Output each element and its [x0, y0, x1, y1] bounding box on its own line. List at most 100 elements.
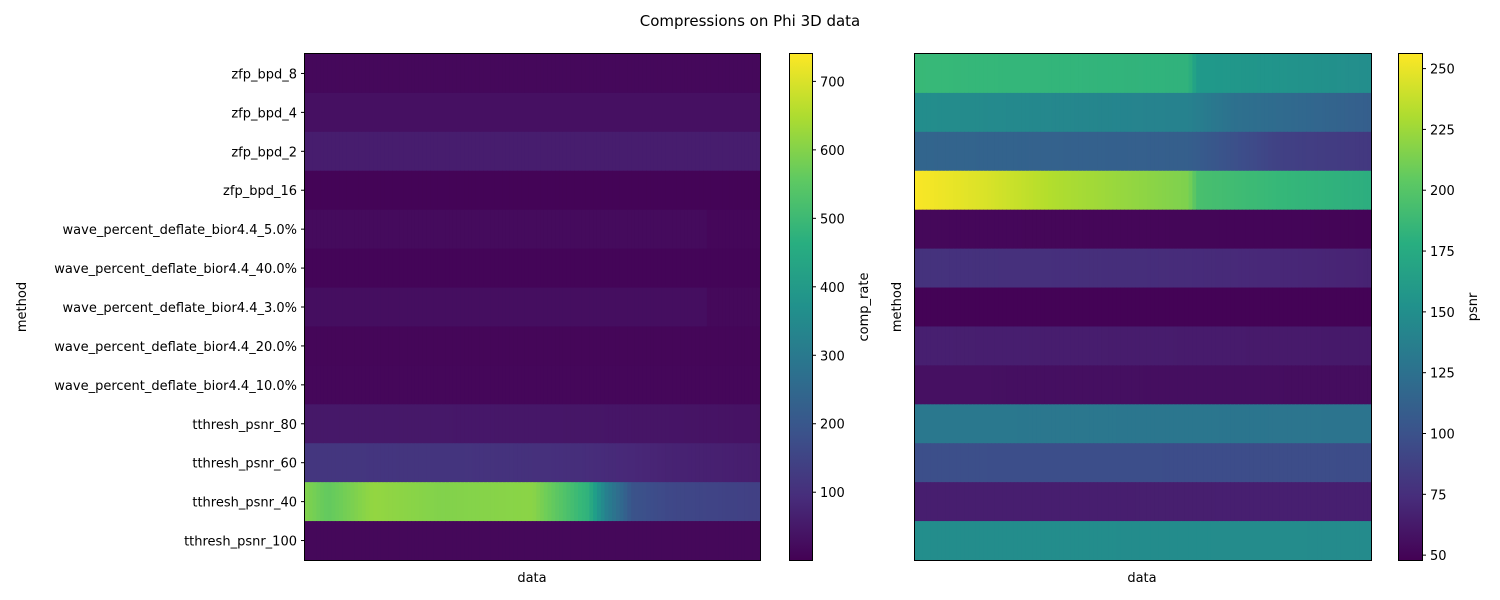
psnr-heatmap-cell: [1226, 170, 1231, 211]
comp-rate-heatmap-cell: [615, 326, 621, 366]
psnr-heatmap-cell: [1306, 287, 1311, 328]
psnr-heatmap-cell: [1154, 170, 1159, 211]
comp-rate-heatmap-cell: [380, 170, 386, 211]
psnr-heatmap-cell: [1321, 248, 1326, 289]
comp-rate-heatmap-cell: [460, 326, 465, 366]
psnr-heatmap-cell: [1013, 521, 1019, 561]
comp-rate-heatmap-cell: [468, 248, 473, 289]
comp-rate-heatmap-cell: [358, 521, 363, 561]
comp-rate-heatmap-cell: [331, 170, 336, 211]
psnr-heatmap-cell: [1029, 248, 1034, 289]
comp-rate-x-axis-label: data: [517, 571, 546, 586]
psnr-heatmap-cell: [1184, 54, 1190, 94]
comp-rate-heatmap-cell: [373, 131, 378, 172]
psnr-heatmap-cell: [1112, 209, 1117, 250]
comp-rate-heatmap-cell: [384, 521, 390, 561]
comp-rate-heatmap-cell: [498, 404, 503, 444]
psnr-heatmap-cell: [1340, 54, 1345, 94]
psnr-heatmap-cell: [998, 209, 1003, 250]
psnr-heatmap-cell: [1169, 287, 1174, 328]
comp-rate-heatmap-cell: [331, 131, 336, 172]
psnr-heatmap-cell: [1029, 54, 1034, 94]
psnr-heatmap-cell: [930, 365, 935, 405]
psnr-heatmap-cell: [945, 131, 950, 172]
psnr-heatmap-cell: [1108, 170, 1114, 211]
psnr-heatmap-cell: [1287, 365, 1292, 405]
comp-rate-heatmap-cell: [756, 248, 761, 289]
comp-rate-heatmap-cell: [631, 521, 636, 561]
psnr-heatmap-cell: [1336, 92, 1342, 133]
comp-rate-heatmap-cell: [339, 365, 344, 405]
psnr-heatmap-cell: [1268, 326, 1273, 366]
psnr-heatmap-cell: [1150, 170, 1155, 211]
comp-rate-heatmap-cell: [578, 365, 583, 405]
psnr-heatmap-cell: [1032, 404, 1038, 444]
comp-rate-heatmap-cell: [566, 404, 572, 444]
psnr-heatmap-cell: [1207, 443, 1212, 483]
psnr-heatmap-cell: [1002, 131, 1007, 172]
comp-rate-heatmap-cell: [468, 54, 473, 94]
comp-rate-heatmap-cell: [653, 482, 659, 522]
psnr-heatmap-cell: [1063, 404, 1068, 444]
psnr-heatmap-cell: [1051, 326, 1057, 366]
psnr-heatmap-cell: [983, 443, 988, 483]
psnr-heatmap-cell: [1321, 404, 1326, 444]
comp-rate-heatmap-cell: [600, 209, 606, 250]
comp-rate-heatmap-cell: [638, 131, 644, 172]
comp-rate-heatmap-cell: [487, 326, 492, 366]
psnr-heatmap-cell: [926, 482, 931, 522]
comp-rate-heatmap-cell: [388, 443, 393, 483]
psnr-heatmap-cell: [1105, 209, 1110, 250]
comp-rate-heatmap-cell: [680, 248, 685, 289]
comp-rate-heatmap-cell: [669, 170, 674, 211]
psnr-heatmap-cell: [1188, 131, 1193, 172]
comp-rate-heatmap-cell: [748, 209, 754, 250]
comp-rate-heatmap-cell: [612, 170, 617, 211]
psnr-heatmap-cell: [1352, 54, 1357, 94]
comp-rate-heatmap-cell: [729, 92, 735, 133]
comp-rate-heatmap-cell: [661, 54, 666, 94]
psnr-heatmap-cell: [953, 248, 958, 289]
psnr-heatmap-cell: [1295, 443, 1300, 483]
psnr-heatmap-cell: [1226, 365, 1231, 405]
psnr-heatmap-cell: [1287, 326, 1292, 366]
psnr-heatmap-cell: [1162, 287, 1167, 328]
comp-rate-heatmap-cell: [403, 131, 408, 172]
psnr-heatmap-cell: [1241, 131, 1247, 172]
comp-rate-heatmap-cell: [718, 404, 723, 444]
comp-rate-heatmap-cell: [316, 365, 321, 405]
psnr-heatmap-cell: [991, 248, 996, 289]
psnr-heatmap-cell: [1333, 131, 1338, 172]
comp-rate-heatmap-cell: [589, 92, 594, 133]
psnr-heatmap-cell: [953, 131, 958, 172]
comp-rate-heatmap-cell: [562, 209, 568, 250]
psnr-colorbar-tick-label: 225: [1430, 123, 1455, 138]
comp-rate-heatmap-cell: [354, 54, 359, 94]
psnr-heatmap-cell: [1260, 443, 1266, 483]
psnr-heatmap-cell: [1040, 170, 1045, 211]
psnr-heatmap-cell: [960, 131, 965, 172]
comp-rate-heatmap-cell: [323, 326, 329, 366]
psnr-heatmap-cell: [1146, 287, 1152, 328]
comp-rate-heatmap-cell: [687, 54, 693, 94]
comp-rate-heatmap-cell: [373, 209, 378, 250]
psnr-heatmap-cell: [1340, 365, 1345, 405]
comp-rate-heatmap-cell: [725, 54, 731, 94]
comp-rate-heatmap-cell: [441, 404, 446, 444]
comp-rate-heatmap-cell: [615, 248, 621, 289]
psnr-heatmap-cell: [1219, 521, 1224, 561]
comp-rate-heatmap-cell: [619, 365, 625, 405]
psnr-heatmap-cell: [1291, 326, 1296, 366]
psnr-heatmap-cell: [1272, 54, 1277, 94]
psnr-heatmap-cell: [979, 404, 984, 444]
comp-rate-heatmap-cell: [339, 482, 344, 522]
comp-rate-heatmap-cell: [464, 521, 469, 561]
psnr-heatmap-cell: [1101, 521, 1106, 561]
comp-rate-heatmap-cell: [399, 209, 405, 250]
psnr-heatmap-cell: [1013, 248, 1019, 289]
comp-rate-heatmap-cell: [335, 482, 340, 522]
psnr-heatmap-cell: [1192, 54, 1197, 94]
psnr-heatmap-cell: [968, 404, 973, 444]
comp-rate-heatmap-cell: [342, 326, 348, 366]
comp-rate-heatmap-cell: [756, 521, 761, 561]
